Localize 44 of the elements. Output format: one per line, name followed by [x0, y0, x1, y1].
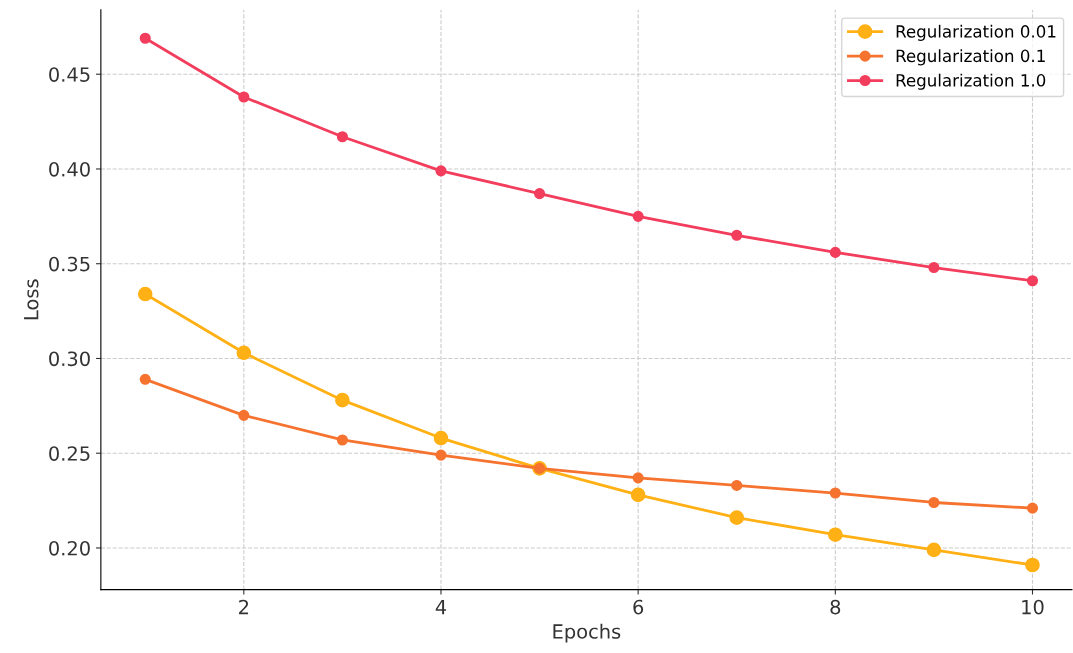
point — [829, 246, 841, 258]
legend-label: Regularization 1.0 — [896, 73, 1046, 90]
point — [1025, 557, 1040, 573]
y-tick-label: 0.25 — [49, 446, 90, 461]
y-tick-label: 0.30 — [49, 351, 90, 367]
x-tick-label: 4 — [435, 599, 447, 615]
point — [336, 131, 348, 143]
point — [335, 392, 350, 408]
y-axis-title: Loss — [24, 279, 39, 320]
point — [731, 479, 743, 491]
point — [828, 527, 843, 542]
point — [630, 487, 646, 503]
point — [729, 510, 745, 525]
point — [433, 430, 449, 446]
point — [632, 472, 644, 484]
y-tick-label: 0.20 — [49, 540, 90, 556]
point — [139, 373, 151, 385]
x-tick-label: 10 — [1022, 599, 1044, 615]
point — [731, 229, 743, 241]
point — [238, 91, 250, 103]
y-tick-label: 0.45 — [49, 67, 90, 82]
point — [336, 434, 348, 446]
point — [1026, 275, 1039, 287]
legend-label: Regularization 0.01 — [896, 24, 1056, 41]
y-tick-label: 0.35 — [49, 256, 90, 272]
point — [435, 449, 447, 461]
x-tick-label: 2 — [239, 599, 249, 615]
point — [137, 286, 153, 302]
point — [236, 345, 252, 361]
point — [534, 188, 546, 200]
legend-label: Regularization 0.1 — [896, 49, 1045, 66]
x-axis-title: Epochs — [553, 623, 621, 643]
x-tick-label: 6 — [633, 599, 644, 615]
y-tick-label: 0.40 — [49, 161, 90, 177]
point — [139, 32, 151, 44]
point — [928, 496, 940, 509]
point — [829, 487, 841, 499]
point — [632, 210, 644, 222]
point — [926, 542, 942, 558]
point — [1026, 502, 1039, 514]
point — [435, 165, 447, 177]
x-tick-label: 8 — [830, 599, 841, 615]
point — [928, 261, 940, 274]
point — [238, 409, 250, 421]
